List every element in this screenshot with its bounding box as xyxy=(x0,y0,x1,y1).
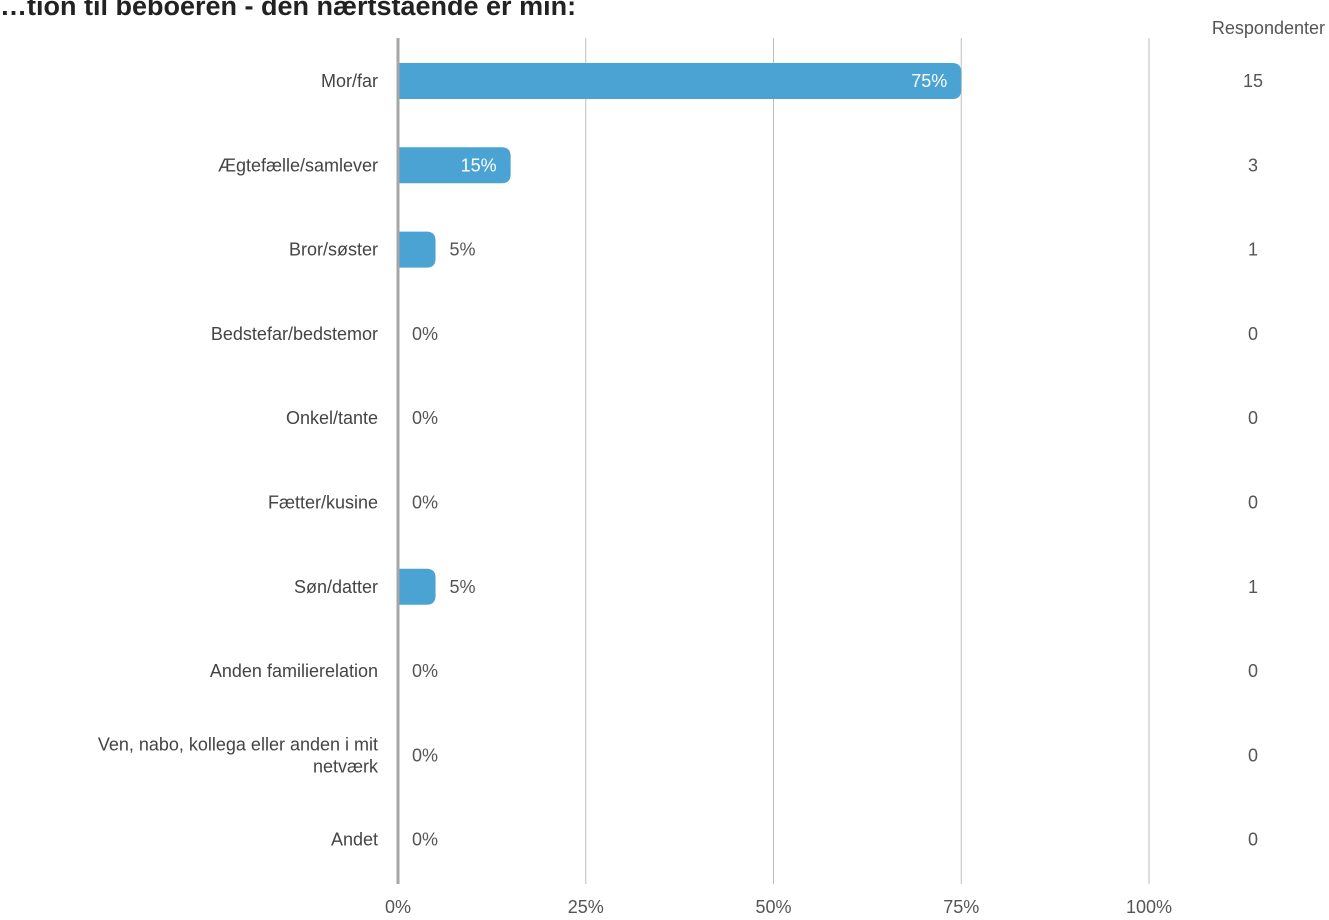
value-label: 5% xyxy=(450,240,476,260)
category-label-line: Ven, nabo, kollega eller anden i mit xyxy=(98,734,378,754)
category-label: Anden familierelation xyxy=(210,661,378,681)
category-label: Onkel/tante xyxy=(286,408,378,428)
respondent-count: 1 xyxy=(1248,577,1258,597)
x-tick-label: 0% xyxy=(385,897,411,917)
labels: 0% 25% 50% 75% 100%75%Mor/far 1515%Ægtefælle/… xyxy=(98,71,1263,917)
grid-lines xyxy=(585,38,1150,884)
x-tick-label: 25% xyxy=(568,897,604,917)
category-label-line: Bror/søster xyxy=(289,240,378,260)
category-label-line: Anden familierelation xyxy=(210,661,378,681)
x-tick-label: 75% xyxy=(943,897,979,917)
respondent-count: 3 xyxy=(1248,155,1258,175)
category-label-line: Fætter/kusine xyxy=(268,493,378,513)
bar xyxy=(398,147,511,184)
respondent-count: 0 xyxy=(1248,661,1258,681)
value-label: 0% xyxy=(412,830,438,850)
value-label: 0% xyxy=(412,324,438,344)
category-label: Søn/datter xyxy=(294,577,378,597)
respondent-count: 0 xyxy=(1248,745,1258,765)
category-label-line: Mor/far xyxy=(321,71,378,91)
category-label: Ven, nabo, kollega eller anden i mit netv… xyxy=(98,734,379,776)
category-label-line: Bedstefar/bedstemor xyxy=(211,324,378,344)
bars xyxy=(398,63,962,605)
category-label-line: Onkel/tante xyxy=(286,408,378,428)
respondent-count: 15 xyxy=(1243,71,1263,91)
category-label: Bedstefar/bedstemor xyxy=(211,324,378,344)
category-label-line: Andet xyxy=(331,830,378,850)
respondent-count: 0 xyxy=(1248,830,1258,850)
value-label: 0% xyxy=(412,661,438,681)
respondent-count: 0 xyxy=(1248,324,1258,344)
bar xyxy=(398,568,436,605)
value-label: 5% xyxy=(450,577,476,597)
respondent-count: 0 xyxy=(1248,408,1258,428)
category-label: Andet xyxy=(331,830,378,850)
bar xyxy=(398,63,962,99)
category-label-line: netværk xyxy=(313,756,379,776)
x-tick-label: 100% xyxy=(1126,897,1172,917)
category-label: Fætter/kusine xyxy=(268,493,378,513)
value-label: 75% xyxy=(911,71,947,91)
category-label: Ægtefælle/samlever xyxy=(218,155,378,175)
chart-title: …tion til beboeren - den nærtstående er … xyxy=(0,0,577,21)
value-label: 0% xyxy=(412,745,438,765)
value-label: 0% xyxy=(412,493,438,513)
category-label: Mor/far xyxy=(321,71,378,91)
respondent-count: 0 xyxy=(1248,493,1258,513)
category-label-line: Søn/datter xyxy=(294,577,378,597)
respondents-header: Respondenter xyxy=(1212,18,1325,38)
category-label: Bror/søster xyxy=(289,240,378,260)
category-label-line: Ægtefælle/samlever xyxy=(218,155,378,175)
value-label: 15% xyxy=(461,155,497,175)
bar xyxy=(398,231,436,268)
respondent-count: 1 xyxy=(1248,240,1258,260)
value-label: 0% xyxy=(412,408,438,428)
x-tick-label: 50% xyxy=(755,897,791,917)
